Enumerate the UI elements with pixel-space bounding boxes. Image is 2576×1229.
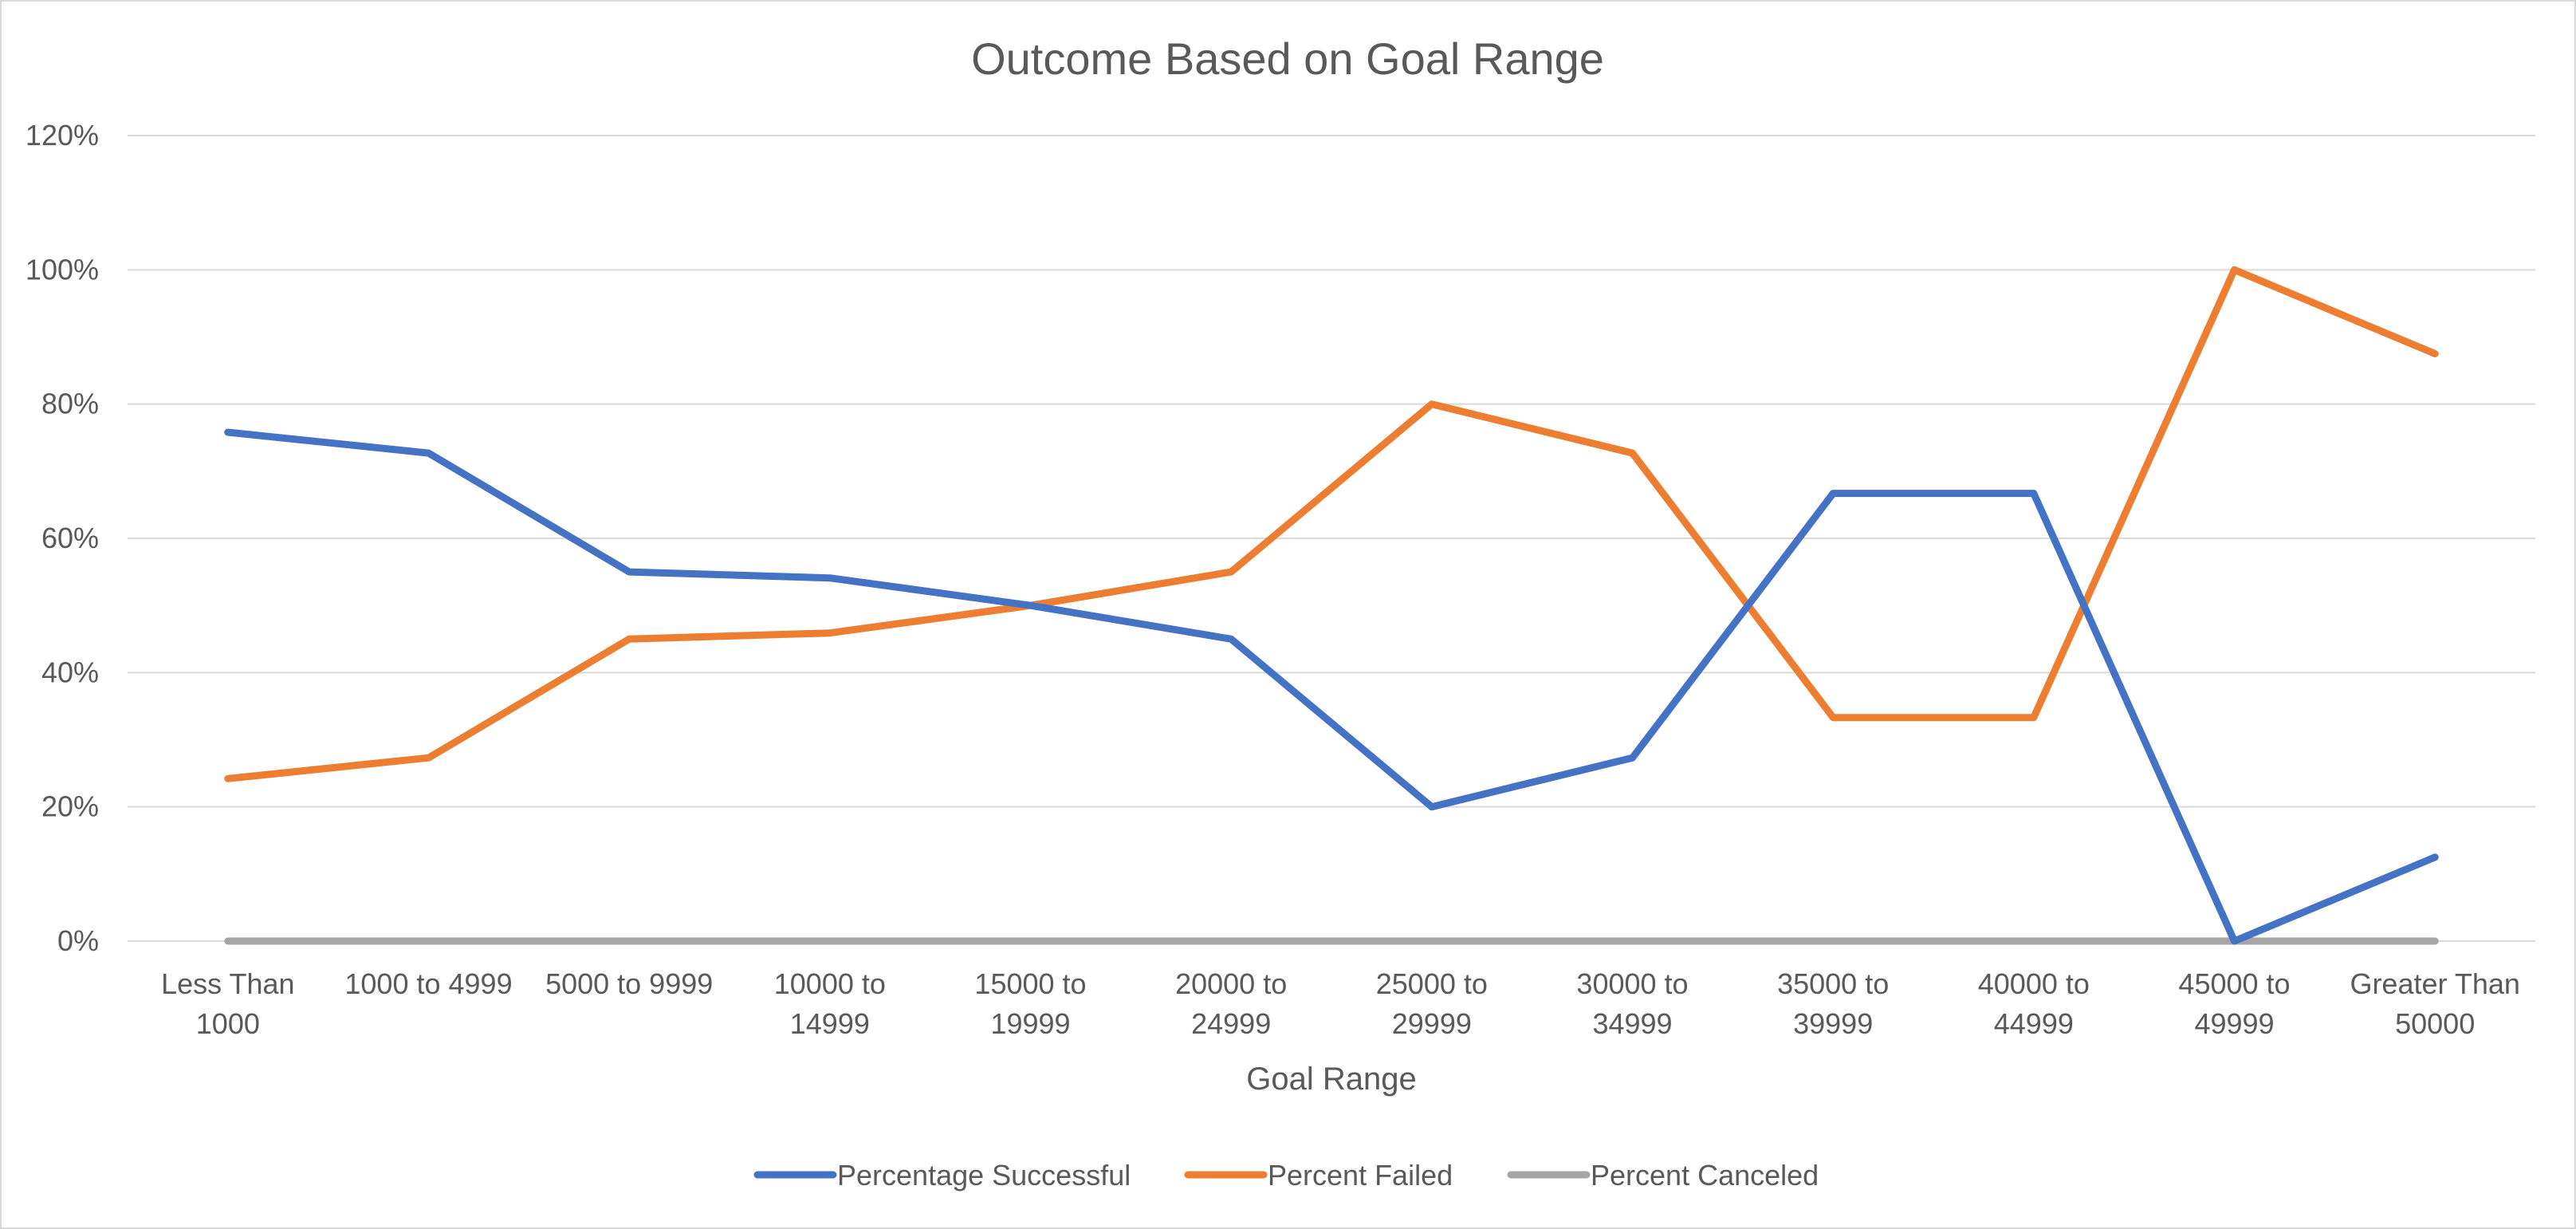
y-tick-label: 120% — [26, 119, 99, 152]
y-tick-label: 60% — [41, 522, 99, 554]
x-tick-label: 20000 to 24999 — [1175, 967, 1287, 1040]
x-tick-label: 15000 to 19999 — [974, 967, 1086, 1040]
y-tick-label: 80% — [41, 388, 99, 420]
y-axis-ticks: 0% 20% 40% 60% 80% 100% 120% — [26, 119, 99, 957]
legend: Percentage Successful Percent Failed Perce… — [753, 1159, 1819, 1192]
x-tick-label: 30000 to 34999 — [1576, 967, 1688, 1040]
y-tick-label: 40% — [41, 656, 99, 688]
x-tick-label: 25000 to 29999 — [1376, 967, 1488, 1040]
series-line-percent-failed — [224, 266, 2439, 782]
x-axis-title: Goal Range — [1246, 1062, 1416, 1097]
legend-label: Percent Failed — [1268, 1159, 1453, 1192]
x-tick-label: Less Than 1000 — [161, 967, 294, 1040]
y-tick-label: 20% — [41, 790, 99, 823]
chart-title: Outcome Based on Goal Range — [971, 33, 1604, 84]
series-lines — [224, 266, 2439, 945]
x-tick-label: 1000 to 4999 — [344, 967, 512, 1000]
legend-label: Percent Canceled — [1591, 1159, 1819, 1192]
x-tick-label: 40000 to 44999 — [1978, 967, 2090, 1040]
x-tick-label: 5000 to 9999 — [545, 967, 713, 1000]
gridlines — [128, 135, 2535, 808]
x-tick-label: Greater Than 50000 — [2350, 967, 2519, 1040]
y-tick-label: 0% — [57, 924, 99, 957]
x-tick-label: 10000 to 14999 — [774, 967, 886, 1040]
series-line-percentage-successful — [224, 428, 2439, 945]
x-axis-ticks: Less Than 1000 1000 to 4999 5000 to 9999 100… — [161, 967, 2520, 1040]
x-tick-label: 35000 to 39999 — [1777, 967, 1889, 1040]
y-tick-label: 100% — [26, 253, 99, 286]
legend-label: Percentage Successful — [837, 1159, 1131, 1192]
x-tick-label: 45000 to 49999 — [2178, 967, 2290, 1040]
